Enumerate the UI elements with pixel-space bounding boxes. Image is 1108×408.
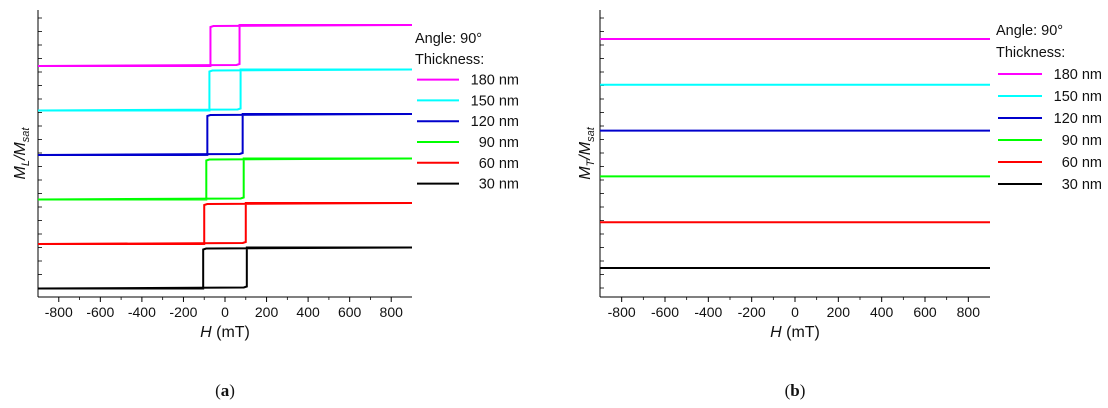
legend-entry: 60 nm: [1062, 155, 1102, 171]
x-tick-label: -800: [608, 304, 636, 320]
x-tick-label: -400: [694, 304, 722, 320]
x-tick-label: 0: [791, 304, 799, 320]
x-axis-label: H (mT): [770, 324, 820, 341]
legend-entry: 120 nm: [1054, 111, 1102, 127]
x-tick-label: 200: [827, 304, 851, 320]
x-tick-label: 600: [338, 304, 362, 320]
legend-entry: 90 nm: [479, 135, 519, 151]
legend-header: Thickness:: [996, 45, 1065, 61]
series-line: [37, 24, 413, 67]
legend-entry: 60 nm: [479, 156, 519, 172]
x-tick-label: 800: [957, 304, 981, 320]
x-tick-label: -800: [45, 304, 73, 320]
legend-header: Angle: 90°: [996, 23, 1063, 39]
legend-entry: 150 nm: [1054, 89, 1102, 105]
legend-entry: 30 nm: [1062, 177, 1102, 193]
series-line: [37, 202, 413, 245]
legend-entry: 30 nm: [479, 177, 519, 193]
legend-entry: 90 nm: [1062, 133, 1102, 149]
panel-label: (a): [215, 381, 235, 400]
series-line: [37, 113, 413, 156]
x-tick-label: 400: [296, 304, 320, 320]
series-line: [37, 246, 413, 290]
x-tick-label: 400: [870, 304, 894, 320]
panel-label: (b): [785, 381, 806, 400]
x-tick-label: -400: [128, 304, 156, 320]
series-line: [37, 157, 413, 201]
x-tick-label: 200: [255, 304, 279, 320]
y-axis-label: ML/Msat: [12, 127, 32, 180]
y-axis-label: MT/Msat: [577, 126, 597, 179]
x-axis-label: H (mT): [200, 324, 250, 341]
x-tick-label: -600: [86, 304, 114, 320]
legend-entry: 180 nm: [471, 73, 519, 89]
panel-b-chart: -800 -600 -400 -200 0 200 400 600 800 H (mT) MT/Ms…: [577, 10, 1102, 400]
x-tick-label: -200: [738, 304, 766, 320]
x-tick-label: -200: [169, 304, 197, 320]
legend-header: Angle: 90°: [415, 31, 482, 47]
legend-entry: 150 nm: [471, 93, 519, 109]
legend-header: Thickness:: [415, 52, 484, 68]
series-line: [37, 68, 413, 112]
x-tick-label: 600: [913, 304, 937, 320]
panel-a-chart: -800 -600 -400 -200 0 200 400 600 800 H (mT) ML/Ms…: [12, 10, 519, 400]
legend-entry: 180 nm: [1054, 67, 1102, 83]
legend-entry: 120 nm: [471, 114, 519, 130]
x-tick-label: -600: [651, 304, 679, 320]
x-tick-label: 800: [380, 304, 404, 320]
x-tick-label: 0: [221, 304, 229, 320]
